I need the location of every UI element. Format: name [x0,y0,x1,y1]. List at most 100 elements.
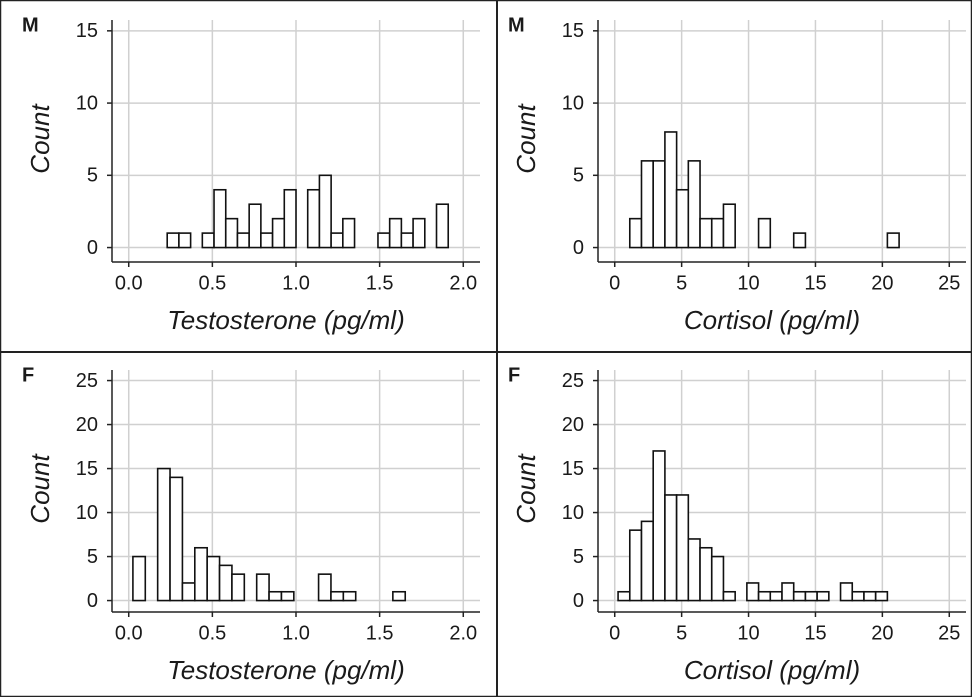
histogram-bar [166,232,180,249]
histogram-bar [260,232,274,249]
y-tick-label: 15 [562,458,584,480]
histogram-bar [792,232,807,249]
y-tick-label: 5 [87,165,98,187]
histogram-bar [746,582,760,602]
histogram-bar [792,590,807,602]
x-axis-title: Cortisol (pg/ml) [684,655,860,685]
x-tick-label: 5 [676,272,687,294]
histogram-bar [206,555,221,602]
histogram-bar [318,174,332,249]
y-tick-label: 0 [573,237,584,259]
histogram-bar [652,450,666,602]
histogram-bar [687,538,701,602]
histogram-bar [757,217,772,249]
histogram-bar [268,590,283,602]
y-tick-label: 15 [562,20,584,42]
y-tick-label: 5 [87,546,98,568]
x-tick-label: 20 [871,272,893,294]
y-axis-title: Count [25,103,55,174]
histogram-bar [280,590,295,602]
y-axis-title: Count [511,453,541,524]
y-tick-label: 5 [573,546,584,568]
histogram-bar [271,217,286,249]
histogram-bar [722,203,736,249]
x-tick-label: 2.0 [449,622,477,644]
histogram-bar [388,217,403,249]
x-tick-label: 2.0 [449,272,477,294]
y-tick-label: 25 [76,370,98,392]
histogram-bar [224,217,239,249]
histogram-bar [236,232,250,249]
histogram-bar [377,232,391,249]
y-tick-label: 0 [87,590,98,612]
histogram-bar [194,546,208,602]
histogram-bar [342,217,356,249]
x-tick-label: 25 [938,272,960,294]
histogram-bar [617,590,631,602]
histogram-bar [156,467,171,602]
x-tick-label: 0.5 [198,622,226,644]
x-tick-label: 0 [609,622,620,644]
histogram-bar [769,590,783,602]
histogram-bar [816,590,830,602]
histogram-bar [248,203,262,249]
y-tick-label: 10 [562,502,584,524]
histogram-bar [664,131,678,249]
histogram-bar [710,217,725,249]
histogram-bar [874,590,889,602]
x-tick-label: 0.0 [115,272,143,294]
y-axis-title: Count [25,453,55,524]
histogram-bar [640,520,654,602]
y-tick-label: 0 [87,237,98,259]
histogram-bar [412,217,426,249]
x-tick-label: 1.0 [282,622,310,644]
panel: 0 5 10 15 20 25 0 5 10 15 20 25 F Cortisol (pg/ml) Cou… [508,364,966,685]
panel-label: F [22,364,34,386]
histogram-bar [181,582,196,602]
histogram-bar [435,203,450,249]
histogram-bar [886,232,900,249]
histogram-bar [863,590,877,602]
histogram-bar [675,494,690,602]
histogram-bar [757,590,772,602]
histogram-bar [781,582,795,602]
histogram-bar [804,590,818,602]
histogram-bar [255,573,270,602]
x-tick-label: 10 [737,622,759,644]
y-tick-label: 15 [76,20,98,42]
histogram-bar [213,188,227,249]
x-tick-label: 0.0 [115,622,143,644]
histogram-bar [699,546,713,602]
histogram-bar [640,160,654,249]
histogram-bar [169,476,184,602]
histogram-bar [201,232,215,249]
histogram-bar [675,188,690,249]
x-tick-label: 15 [804,272,826,294]
histogram-bar [722,590,736,602]
y-tick-label: 5 [573,165,584,187]
histogram-bar [710,555,725,602]
histogram-bar [330,232,344,249]
histogram-bar [687,160,701,249]
y-tick-label: 10 [562,92,584,114]
histogram-bar [283,188,297,249]
x-tick-label: 15 [804,622,826,644]
histogram-bar [392,590,407,602]
panel-label: M [22,14,39,36]
x-tick-label: 0.5 [198,272,226,294]
histogram-bar [218,564,233,602]
histogram-bar [330,590,345,602]
histogram-bar [132,555,147,602]
x-tick-label: 10 [737,272,759,294]
y-axis-title: Count [511,103,541,174]
histogram-bar [400,232,414,249]
y-tick-label: 25 [562,370,584,392]
y-tick-label: 20 [562,414,584,436]
y-tick-label: 0 [573,590,584,612]
panel-label: F [508,364,520,386]
histogram-bar [839,582,854,602]
histogram-bar [178,232,192,249]
x-tick-label: 0 [609,272,620,294]
histogram-bar [628,217,643,249]
